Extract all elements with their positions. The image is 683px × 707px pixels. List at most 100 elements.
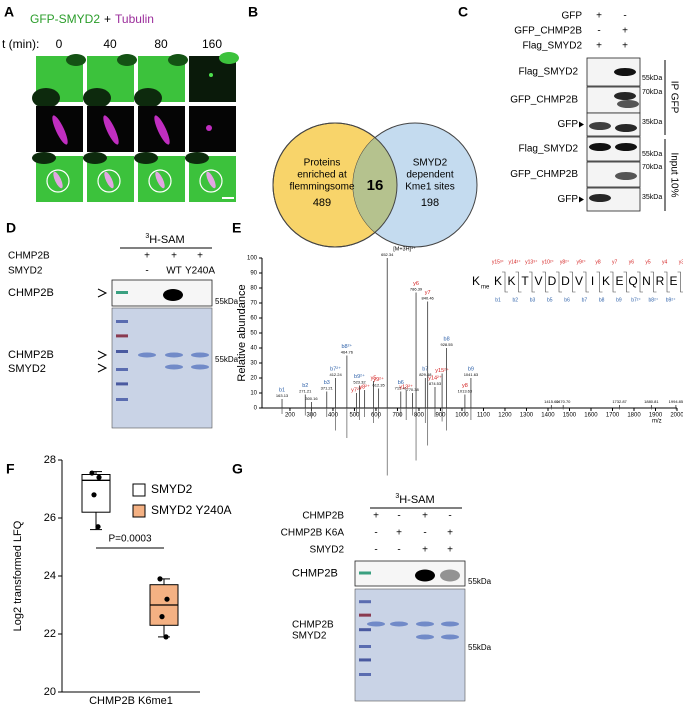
fragment-bracket [623, 271, 630, 293]
ion-label: y8 [462, 383, 468, 389]
blot-label: CHMP2B [8, 287, 54, 299]
sequence-y-ion: y3 [679, 259, 683, 265]
y-tick-label: 20 [250, 376, 257, 382]
fragment-bracket [556, 271, 562, 293]
gel-band [165, 352, 183, 358]
sam-label: 3H-SAM [395, 493, 434, 506]
y-tick-label: 100 [247, 256, 258, 262]
ion-label: b6 [398, 380, 404, 386]
sequence-b-ion: b8 [599, 297, 605, 303]
venn-overlap-count: 16 [367, 177, 384, 194]
ring [148, 169, 172, 193]
sam-text: H-SAM [149, 234, 184, 246]
sam-label: 3H-SAM [145, 233, 184, 246]
dot [209, 73, 213, 77]
cell-dark [117, 54, 137, 66]
ion-label: y7 [425, 290, 431, 296]
band [615, 124, 637, 132]
sequence-residue: Q [628, 274, 637, 288]
x-tick-label: 1900 [649, 413, 663, 419]
condition-sign: + [171, 251, 177, 262]
venn-overlap [353, 123, 397, 247]
gel [354, 588, 466, 702]
condition-sign: - [448, 511, 451, 522]
data-point [163, 634, 169, 640]
data-point [95, 524, 101, 530]
y-tick-label: 20 [44, 686, 56, 698]
tubulin [52, 115, 68, 145]
venn-right-text: Kme1 sites [405, 182, 454, 193]
sequence-y-ion: y9²⁺ [577, 259, 587, 265]
gel-label: CHMP2B [8, 349, 54, 361]
sequence-y-ion: y4 [662, 259, 668, 265]
sequence-residue: K [507, 274, 515, 288]
sequence-b-ion: b7²⁺ [631, 297, 641, 303]
time-value: 40 [103, 37, 117, 51]
time-value: 0 [56, 37, 63, 51]
sequence-residue: I [591, 274, 594, 288]
group-label: IP GFP [668, 81, 679, 114]
band [615, 172, 637, 180]
sequence-y-ion: y14³⁺ [508, 259, 521, 265]
x-tick-label: 1000 [455, 413, 469, 419]
x-tick-label: 1800 [627, 413, 641, 419]
x-tick-label: 400 [328, 413, 339, 419]
condition-sign: - [397, 545, 400, 556]
sequence-residue: K [472, 274, 480, 288]
marker-label: 70kDa [642, 164, 662, 171]
condition-sign: + [447, 528, 453, 539]
time-value: 80 [154, 37, 168, 51]
condition-sign: + [622, 41, 628, 52]
gel-band [165, 364, 183, 370]
marker-label: 55kDa [468, 643, 492, 652]
blot-label: GFP_CHMP2B [510, 169, 578, 180]
arrowhead [97, 350, 108, 360]
ion-label: b7 [422, 366, 428, 372]
condition-sign: + [144, 251, 150, 262]
gel-band [416, 621, 434, 627]
fragment-bracket [542, 271, 549, 293]
peak-mz-label: 1013.63 [458, 389, 473, 394]
gel-band [367, 621, 385, 627]
x-tick-label: 1100 [477, 413, 491, 419]
venn-left-outline [272, 122, 398, 248]
blot [586, 161, 641, 188]
sequence-b-ion: b2 [512, 297, 518, 303]
sequence-b-ion: b3 [530, 297, 536, 303]
cell-dark [32, 88, 60, 108]
marker-label: 55kDa [642, 75, 662, 82]
band [589, 122, 611, 130]
panel-label: F [6, 461, 15, 477]
ion-label: b9²⁺ [354, 373, 365, 380]
peak-mz-label: 928.55 [440, 342, 453, 347]
condition-sign: + [447, 545, 453, 556]
fragment-bracket [677, 271, 683, 293]
cell-dark [168, 54, 188, 66]
condition-sign: + [596, 11, 602, 22]
y-tick-label: 10 [250, 391, 257, 397]
x-tick-label: 2000 [670, 413, 683, 419]
data-point [159, 614, 165, 620]
ion-label: b2 [302, 383, 308, 389]
fragment-bracket [515, 271, 522, 293]
fragment-bracket [583, 271, 589, 293]
x-tick-label: 800 [414, 413, 425, 419]
sequence-y-ion: y15³⁺ [492, 259, 505, 265]
panel-label: D [6, 220, 16, 236]
gel-label: SMYD2 [8, 363, 46, 375]
ion-label: y9²⁺ [373, 376, 384, 383]
ladder-band [116, 334, 128, 338]
ladder-band [116, 398, 128, 401]
condition-sign: + [622, 26, 628, 37]
marker-label: 35kDa [642, 119, 662, 126]
band [163, 289, 183, 301]
x-tick-label: 1200 [498, 413, 512, 419]
ion-label: y7²⁺ [351, 386, 362, 393]
ladder-band [116, 368, 128, 371]
peak-mz-label: 770.38 [406, 387, 419, 392]
marker-label: 55kDa [215, 355, 239, 364]
fragment-bracket [610, 271, 616, 293]
sequence-b-ion: b9 [616, 297, 622, 303]
ladder-band [359, 600, 371, 604]
condition-sign: + [396, 528, 402, 539]
